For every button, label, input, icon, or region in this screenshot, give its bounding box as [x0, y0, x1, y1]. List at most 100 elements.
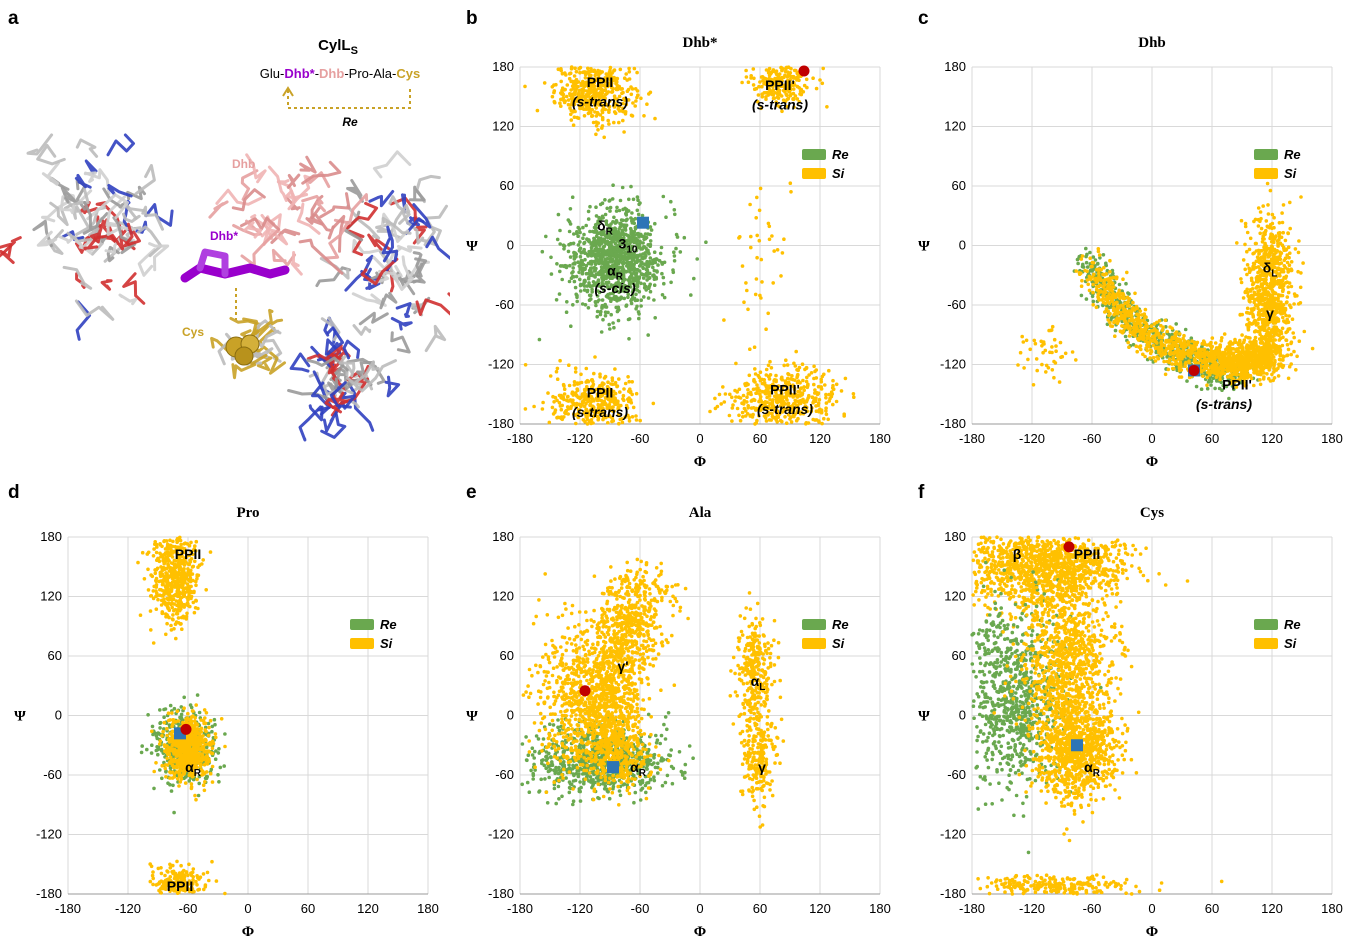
- data-point-re: [658, 251, 663, 256]
- data-point-re: [648, 256, 653, 260]
- data-point-si: [1127, 313, 1132, 318]
- data-point-si: [594, 410, 598, 414]
- data-point-re: [597, 236, 601, 240]
- data-point-re: [593, 260, 597, 265]
- data-point-si: [1229, 381, 1233, 386]
- data-point-re: [629, 268, 634, 272]
- data-point-si: [559, 79, 563, 84]
- bond-stick: [215, 188, 263, 206]
- data-point-re: [629, 299, 633, 303]
- data-point-si: [570, 391, 574, 396]
- data-point-si: [1103, 283, 1107, 287]
- data-point-si: [1186, 348, 1190, 353]
- data-point-re: [601, 238, 605, 242]
- data-point-si: [1099, 278, 1104, 283]
- data-point-re: [596, 289, 600, 293]
- data-point-si: [834, 399, 839, 404]
- data-point-si: [1141, 333, 1146, 338]
- data-point-si: [753, 367, 757, 371]
- data-point-re: [611, 263, 615, 267]
- data-point-si: [1132, 322, 1137, 326]
- data-point-si: [793, 94, 798, 98]
- data-point-si: [569, 118, 574, 122]
- data-point-si: [1233, 340, 1237, 344]
- data-point-re: [603, 212, 608, 217]
- data-point-si: [745, 288, 749, 293]
- data-point-si: [1287, 364, 1292, 369]
- data-point-si: [717, 392, 722, 397]
- data-point-re: [556, 212, 561, 217]
- data-point-re: [636, 212, 641, 217]
- data-point-si: [621, 393, 626, 398]
- data-point-si: [745, 395, 749, 400]
- data-point-re: [635, 208, 640, 213]
- data-point-si: [601, 417, 605, 422]
- data-point-re: [617, 250, 622, 254]
- data-point-si: [625, 89, 630, 93]
- data-point-si: [1166, 367, 1171, 372]
- bond-stick: [352, 360, 380, 386]
- data-point-si: [562, 387, 567, 392]
- data-point-si: [587, 80, 591, 85]
- data-point-si: [583, 76, 588, 80]
- data-point-si: [817, 397, 822, 402]
- data-point-si: [740, 264, 745, 268]
- data-point-re: [604, 305, 609, 309]
- bond-stick: [314, 213, 335, 240]
- data-point-si: [590, 114, 595, 118]
- data-point-si: [793, 364, 798, 368]
- data-point-si: [795, 71, 799, 76]
- bond-stick: [306, 356, 349, 372]
- data-point-si: [584, 366, 589, 371]
- data-point-si: [774, 397, 779, 401]
- data-point-si: [760, 280, 764, 284]
- data-point-re: [1232, 387, 1236, 392]
- data-point-si: [581, 418, 586, 422]
- data-point-si: [1103, 287, 1107, 292]
- data-point-si: [1203, 364, 1207, 369]
- data-point-si: [630, 415, 635, 419]
- data-point-si: [1140, 313, 1144, 317]
- data-point-si: [824, 392, 828, 397]
- data-point-si: [1232, 370, 1237, 375]
- data-point-si: [780, 109, 784, 114]
- reference-marker-circle: [798, 65, 810, 77]
- region-label: (s-trans): [572, 94, 628, 110]
- region-label: αR: [607, 262, 624, 282]
- data-point-si: [760, 381, 765, 386]
- bond-stick: [107, 183, 133, 198]
- bond-stick: [231, 188, 266, 212]
- data-point-si: [1152, 322, 1157, 326]
- data-point-si: [1109, 285, 1114, 289]
- data-point-re: [572, 232, 576, 236]
- data-point-si: [785, 398, 789, 402]
- data-point-si: [746, 388, 750, 392]
- data-point-si: [770, 411, 774, 416]
- data-point-si: [766, 221, 771, 226]
- data-point-si: [620, 420, 625, 425]
- data-point-si: [576, 84, 580, 89]
- data-point-re: [1224, 384, 1229, 389]
- data-point-si: [605, 404, 610, 408]
- data-point-si: [779, 65, 783, 70]
- data-point-si: [785, 363, 790, 367]
- data-point-si: [594, 100, 599, 104]
- data-point-si: [555, 377, 560, 382]
- data-point-si: [1235, 359, 1240, 364]
- bond-stick: [255, 345, 286, 375]
- data-point-re: [642, 286, 647, 290]
- data-point-re: [618, 221, 622, 226]
- data-point-re: [639, 304, 643, 308]
- data-point-si: [799, 87, 804, 92]
- data-point-si: [1112, 319, 1117, 324]
- data-point-si: [809, 371, 814, 375]
- x-tick-label: -60: [631, 431, 650, 446]
- bond-stick: [352, 324, 372, 336]
- data-point-si: [553, 100, 557, 105]
- data-point-si: [753, 380, 757, 384]
- data-point-si: [1170, 366, 1175, 371]
- data-point-si: [1188, 355, 1193, 359]
- data-point-re: [1111, 271, 1115, 276]
- data-point-re: [565, 300, 569, 304]
- data-point-si: [764, 419, 769, 423]
